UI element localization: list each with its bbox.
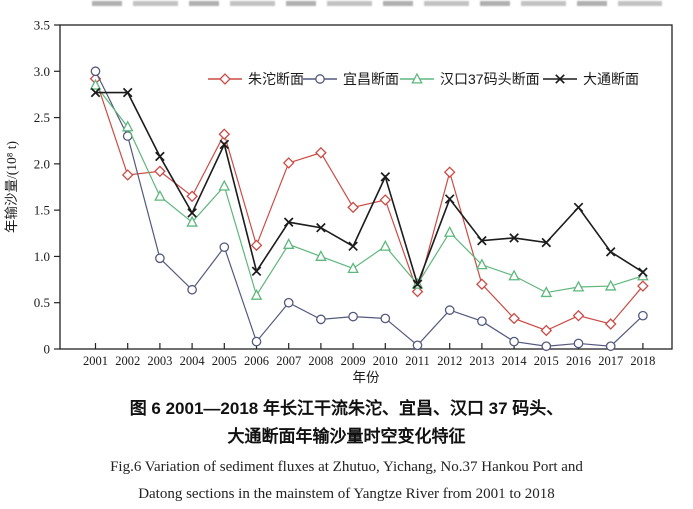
svg-text:朱沱断面: 朱沱断面 xyxy=(248,71,304,87)
legend-item-2: 汉口37码头断面 xyxy=(400,71,540,87)
svg-text:0: 0 xyxy=(44,342,51,357)
chart-svg: 年输沙量/(10⁸ t) 年份 0 0.5 1.0 1.5 2.0 2.5 3.0 3.5 20… xyxy=(4,18,673,385)
series-markers-0 xyxy=(89,72,649,337)
legend-item-1: 宜昌断面 xyxy=(303,71,399,87)
legend-item-3: 大通断面 xyxy=(543,71,639,87)
series-line-2 xyxy=(95,84,644,297)
svg-text:1.5: 1.5 xyxy=(34,203,50,218)
x-axis-ticks: 2001 2002 2003 2004 2005 2006 2007 2008 2009 2010… xyxy=(83,343,655,368)
svg-text:3.0: 3.0 xyxy=(34,64,50,79)
x-axis-label: 年份 xyxy=(353,370,380,385)
svg-text:2018: 2018 xyxy=(630,354,655,368)
caption-zh-line2: 大通断面年输沙量时空变化特征 xyxy=(227,426,466,446)
svg-text:1.0: 1.0 xyxy=(34,249,50,264)
series-line-1 xyxy=(94,71,644,347)
svg-text:2001: 2001 xyxy=(83,354,108,368)
cropped-text-artifact xyxy=(92,1,662,6)
y-axis-ticks: 0 0.5 1.0 1.5 2.0 2.5 3.0 3.5 xyxy=(34,18,60,357)
plot-border xyxy=(59,24,673,350)
svg-text:2014: 2014 xyxy=(502,354,528,368)
svg-text:2013: 2013 xyxy=(469,354,494,368)
svg-text:2010: 2010 xyxy=(373,354,398,368)
legend: 朱沱断面 宜昌断面 汉口37码头断面 大通断面 xyxy=(208,71,639,87)
svg-text:0.5: 0.5 xyxy=(34,295,50,310)
svg-text:2011: 2011 xyxy=(405,354,430,368)
svg-text:2015: 2015 xyxy=(534,354,559,368)
svg-text:2017: 2017 xyxy=(598,354,623,368)
svg-text:2009: 2009 xyxy=(341,354,366,368)
caption-zh-line1: 图 6 2001—2018 年长江干流朱沱、宜昌、汉口 37 码头、 xyxy=(129,399,564,418)
svg-text:2006: 2006 xyxy=(244,354,269,368)
svg-text:2004: 2004 xyxy=(180,354,206,368)
svg-text:2005: 2005 xyxy=(212,354,237,368)
series-line-0 xyxy=(94,78,644,332)
series-line-3 xyxy=(95,91,644,287)
svg-text:大通断面: 大通断面 xyxy=(583,71,639,87)
svg-text:汉口37码头断面: 汉口37码头断面 xyxy=(440,71,540,87)
svg-text:2016: 2016 xyxy=(566,354,591,368)
svg-text:2002: 2002 xyxy=(115,354,140,368)
series-markers-1 xyxy=(90,66,648,352)
svg-text:宜昌断面: 宜昌断面 xyxy=(343,71,399,87)
legend-item-0: 朱沱断面 xyxy=(208,71,304,87)
series-markers-2 xyxy=(89,78,649,300)
y-axis-label: 年输沙量/(10⁸ t) xyxy=(4,141,19,233)
caption-en-line1: Fig.6 Variation of sediment fluxes at Zh… xyxy=(110,459,583,476)
svg-text:2.0: 2.0 xyxy=(34,156,50,171)
series-markers-3 xyxy=(90,87,648,290)
svg-text:2003: 2003 xyxy=(147,354,172,368)
svg-text:3.5: 3.5 xyxy=(34,18,50,33)
svg-text:2012: 2012 xyxy=(437,354,462,368)
caption-en-line2: Datong sections in the mainstem of Yangt… xyxy=(138,486,555,503)
svg-text:2.5: 2.5 xyxy=(34,110,50,125)
svg-text:2008: 2008 xyxy=(308,354,333,368)
svg-text:2007: 2007 xyxy=(276,354,301,368)
